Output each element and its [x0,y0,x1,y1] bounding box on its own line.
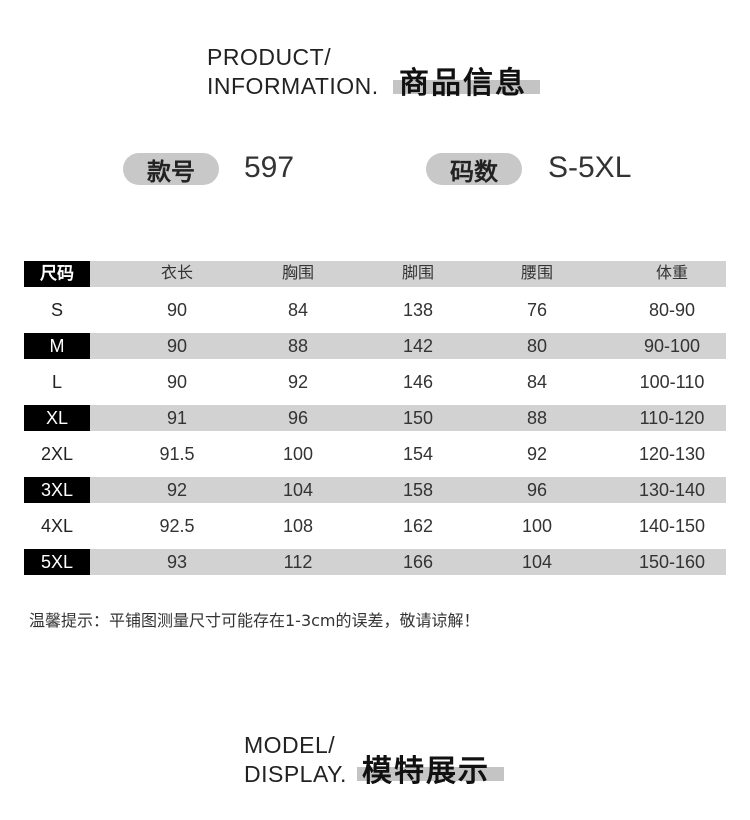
table-cell: 96 [526,480,548,500]
table-cell: 138 [402,300,434,320]
table-cell: 90 [166,300,188,320]
size-value: S-5XL [548,151,632,184]
table-cell: 150 [402,408,434,428]
table-cell: 脚围 [401,265,435,282]
table-cell: 88 [526,408,548,428]
size-cell: 5XL [24,549,90,575]
table-cell: 108 [282,516,314,536]
size-cell: 4XL [40,516,74,536]
table-cell: 91 [166,408,188,428]
table-cell: 104 [282,480,314,500]
table-cell: 112 [283,552,313,572]
table-cell: 110-120 [639,408,705,428]
table-row: 3XL 92 104 158 96 130-140 [24,477,726,503]
table-cell: 衣长 [160,265,194,282]
header-en-line2: INFORMATION. [207,73,379,99]
table-row: L 90 92 146 84 100-110 [24,369,726,395]
table-cell: 100 [282,444,314,464]
size-cell: S [50,300,63,320]
table-cell: 142 [402,336,434,356]
table-cell: 100 [521,516,553,536]
table-cell: 80-90 [648,300,696,320]
table-cell: 96 [287,408,309,428]
size-cell: 3XL [24,477,90,503]
size-cell: XL [24,405,90,431]
table-cell: 84 [526,372,548,392]
table-cell: 76 [526,300,548,320]
size-cell: L [51,372,62,392]
table-cell: 120-130 [638,444,706,464]
table-cell: 90 [166,372,188,392]
table-cell: 92 [526,444,548,464]
table-cell: 146 [402,372,434,392]
table-cell: 92 [166,480,188,500]
table-cell: 158 [402,480,434,500]
table-row: 4XL 92.5 108 162 100 140-150 [24,513,726,539]
table-cell: 90-100 [643,336,701,356]
table-cell: 130-140 [638,480,706,500]
table-cell: 100-110 [639,372,705,392]
title-highlight [357,767,504,781]
table-cell: 90 [166,336,188,356]
table-cell: 150-160 [638,552,706,572]
size-label: 码数 [426,153,522,186]
table-cell: 91.5 [159,444,195,464]
table-row: M 90 88 142 80 90-100 [24,333,726,359]
table-row: 2XL 91.5 100 154 92 120-130 [24,441,726,467]
model-cn: 模特展示 [362,754,490,789]
table-cell: 104 [521,552,553,572]
table-cell: 166 [402,552,434,572]
header-cn: 商品信息 [399,66,527,101]
table-cell: 162 [402,516,434,536]
table-cell: 93 [166,552,188,572]
title-highlight [393,80,540,94]
table-cell: 140-150 [638,516,706,536]
table-cell: 154 [402,444,434,464]
size-cell: 2XL [40,444,74,464]
table-cell: 92.5 [159,516,195,536]
model-en-line2: DISPLAY. [244,761,347,787]
table-cell: 胸围 [281,265,315,282]
table-cell: 84 [287,300,309,320]
style-label: 款号 [123,153,219,186]
measurement-note: 温馨提示：平铺图测量尺寸可能存在1-3cm的误差，敬请谅解！ [29,611,480,630]
table-row: XL 91 96 150 88 110-120 [24,405,726,431]
header-en-line1: PRODUCT/ [207,44,332,70]
table-row: S 90 84 138 76 80-90 [24,297,726,323]
model-en-line1: MODEL/ [244,732,336,758]
style-value: 597 [244,151,295,184]
table-cell: 80 [526,336,548,356]
size-cell: M [24,333,90,359]
table-row: 5XL 93 112 166 104 150-160 [24,549,726,575]
table-cell: 体重 [655,265,689,282]
size-cell: 尺码 [24,261,90,287]
table-cell: 92 [287,372,309,392]
table-cell: 腰围 [520,265,554,282]
table-header-row: 尺码 衣长 胸围 脚围 腰围 体重 [24,261,726,287]
table-cell: 88 [287,336,309,356]
